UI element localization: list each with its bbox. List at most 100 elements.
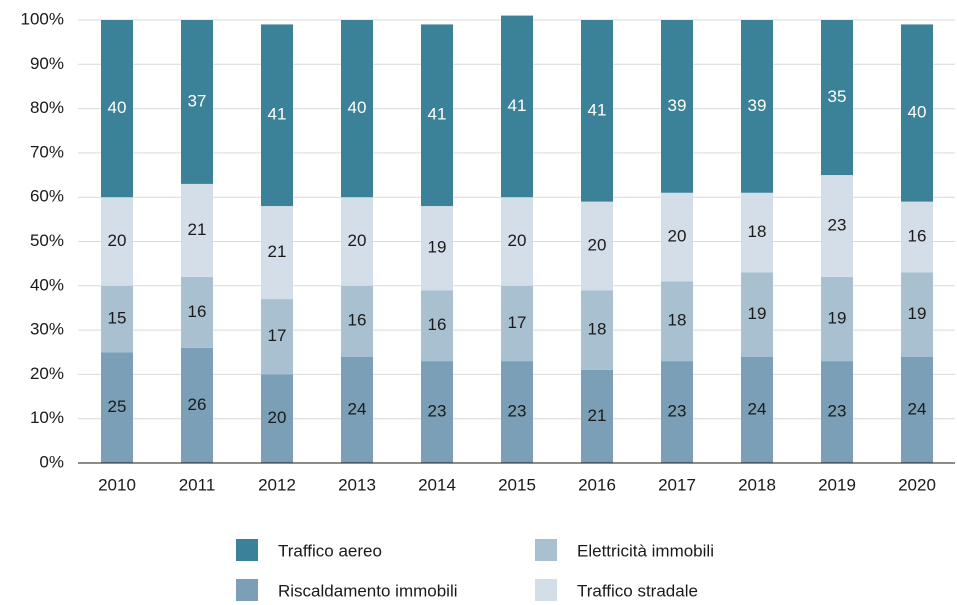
data-label: 19 bbox=[828, 309, 847, 328]
data-label: 26 bbox=[188, 395, 207, 414]
bar-segment bbox=[821, 20, 853, 176]
bar-segment bbox=[341, 356, 373, 463]
y-tick-label: 30% bbox=[30, 320, 64, 339]
data-label: 23 bbox=[668, 402, 687, 421]
x-tick-label: 2015 bbox=[498, 475, 536, 494]
bar-segment bbox=[661, 20, 693, 193]
data-label: 18 bbox=[748, 222, 767, 241]
bar-segment bbox=[501, 15, 533, 198]
data-label: 15 bbox=[108, 309, 127, 328]
data-label: 25 bbox=[108, 397, 127, 416]
x-tick-label: 2019 bbox=[818, 475, 856, 494]
bar-segment bbox=[821, 361, 853, 463]
x-tick-label: 2013 bbox=[338, 475, 376, 494]
bar-segment bbox=[741, 20, 773, 193]
data-label: 18 bbox=[588, 320, 607, 339]
data-label: 41 bbox=[268, 105, 287, 124]
data-label: 16 bbox=[908, 227, 927, 246]
data-label: 20 bbox=[108, 231, 127, 250]
bar-segment bbox=[581, 201, 613, 291]
x-tick-label: 2014 bbox=[418, 475, 456, 494]
bar-segment bbox=[421, 290, 453, 362]
bar-segment bbox=[821, 175, 853, 277]
bar-segment bbox=[901, 356, 933, 463]
data-label: 18 bbox=[668, 311, 687, 330]
bar-segment bbox=[101, 285, 133, 353]
data-label: 20 bbox=[668, 227, 687, 246]
data-label: 21 bbox=[588, 406, 607, 425]
data-label: 37 bbox=[188, 91, 207, 110]
bar-segment bbox=[181, 183, 213, 277]
x-tick-label: 2016 bbox=[578, 475, 616, 494]
data-label: 23 bbox=[828, 215, 847, 234]
bar-segment bbox=[101, 352, 133, 463]
bar-segment bbox=[501, 361, 533, 463]
bar-segment bbox=[741, 356, 773, 463]
bar-segment bbox=[501, 285, 533, 362]
x-tick-label: 2017 bbox=[658, 475, 696, 494]
bar-segment bbox=[741, 192, 773, 273]
bar-segment bbox=[341, 197, 373, 286]
data-label: 20 bbox=[588, 235, 607, 254]
bar-segment bbox=[581, 290, 613, 370]
data-label: 41 bbox=[428, 105, 447, 124]
data-label: 16 bbox=[188, 302, 207, 321]
x-tick-label: 2011 bbox=[179, 475, 216, 494]
y-tick-label: 40% bbox=[30, 275, 64, 294]
data-label: 41 bbox=[508, 96, 527, 115]
bar-segment bbox=[181, 347, 213, 463]
y-tick-label: 20% bbox=[30, 364, 64, 383]
y-tick-label: 60% bbox=[30, 187, 64, 206]
data-label: 16 bbox=[348, 311, 367, 330]
bar-segment bbox=[101, 20, 133, 198]
y-tick-label: 80% bbox=[30, 98, 64, 117]
data-label: 35 bbox=[828, 87, 847, 106]
data-label: 24 bbox=[348, 399, 367, 418]
data-label: 40 bbox=[908, 103, 927, 122]
data-label: 20 bbox=[508, 231, 527, 250]
bar-segment bbox=[261, 299, 293, 375]
bar-segment bbox=[261, 24, 293, 207]
legend-label: Riscaldamento immobili bbox=[278, 581, 458, 600]
legend-swatch bbox=[535, 579, 557, 601]
bar-segment bbox=[661, 192, 693, 282]
data-label: 19 bbox=[748, 304, 767, 323]
bar-segment bbox=[741, 272, 773, 357]
data-label: 24 bbox=[908, 399, 927, 418]
x-tick-label: 2012 bbox=[258, 475, 296, 494]
legend-swatch bbox=[236, 539, 258, 561]
data-label: 19 bbox=[908, 304, 927, 323]
y-tick-label: 0% bbox=[39, 452, 64, 471]
legend-label: Traffico aereo bbox=[278, 541, 382, 560]
data-label: 21 bbox=[188, 220, 207, 239]
bar-segment bbox=[341, 285, 373, 357]
y-tick-label: 10% bbox=[30, 408, 64, 427]
bar-segment bbox=[181, 20, 213, 184]
bar-segment bbox=[501, 197, 533, 286]
data-label: 20 bbox=[348, 231, 367, 250]
legend-swatch bbox=[535, 539, 557, 561]
data-label: 23 bbox=[508, 402, 527, 421]
data-label: 39 bbox=[668, 96, 687, 115]
data-label: 16 bbox=[428, 315, 447, 334]
bar-segment bbox=[261, 374, 293, 463]
data-label: 17 bbox=[508, 313, 527, 332]
x-tick-label: 2018 bbox=[738, 475, 776, 494]
legend-label: Traffico stradale bbox=[577, 581, 698, 600]
bar-segment bbox=[261, 206, 293, 300]
y-tick-label: 90% bbox=[30, 54, 64, 73]
bar-segment bbox=[341, 20, 373, 198]
bar-segment bbox=[901, 272, 933, 357]
legend-swatch bbox=[236, 579, 258, 601]
data-label: 41 bbox=[588, 100, 607, 119]
data-label: 19 bbox=[428, 238, 447, 257]
data-label: 40 bbox=[108, 98, 127, 117]
bar-segment bbox=[581, 369, 613, 463]
x-tick-label: 2010 bbox=[98, 475, 136, 494]
data-label: 40 bbox=[348, 98, 367, 117]
legend-label: Elettricità immobili bbox=[577, 541, 714, 560]
y-tick-label: 50% bbox=[30, 231, 64, 250]
data-label: 20 bbox=[268, 408, 287, 427]
y-tick-label: 70% bbox=[30, 142, 64, 161]
